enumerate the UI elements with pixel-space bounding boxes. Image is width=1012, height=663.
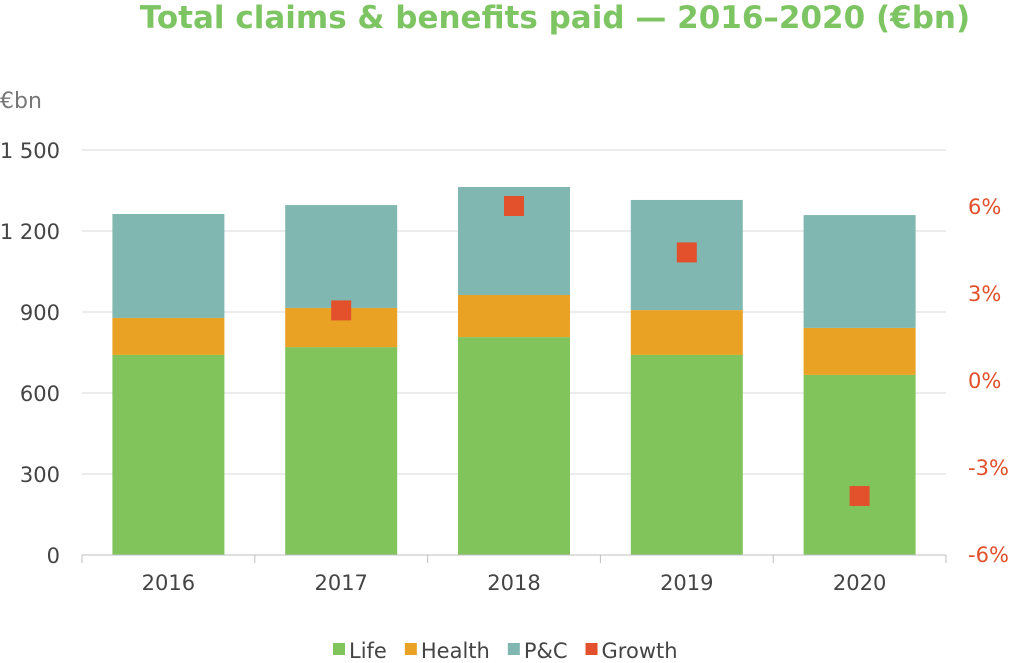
y-tick-label: 600 — [20, 382, 60, 406]
bar-pc-2017 — [285, 205, 398, 308]
growth-marker-2017 — [331, 300, 352, 321]
bar-health-2018 — [458, 294, 570, 338]
y2-tick-label: 6% — [968, 195, 1001, 219]
y2-tick-label: -3% — [968, 456, 1009, 480]
bar-life-2019 — [630, 354, 743, 555]
bar-health-2016 — [112, 317, 225, 355]
legend-swatch-growth — [585, 643, 598, 655]
growth-marker-2020 — [849, 486, 870, 506]
bar-health-2019 — [630, 310, 743, 355]
x-tick-label: 2018 — [487, 571, 540, 595]
legend-label: Health — [421, 639, 490, 659]
y2-tick-label: -6% — [968, 543, 1009, 567]
legend-swatch-pc — [507, 643, 520, 655]
bar-life-2020 — [803, 374, 916, 555]
chart-title: Total claims & benefits paid — 2016–2020… — [140, 0, 970, 36]
y-axis-label: €bn — [0, 89, 42, 114]
y-tick-label: 1 200 — [0, 220, 60, 244]
bar-life-2018 — [458, 337, 570, 555]
bar-health-2020 — [803, 327, 916, 375]
y2-tick-label: 0% — [968, 369, 1001, 393]
bar-life-2016 — [112, 354, 225, 555]
y-tick-label: 0 — [47, 544, 60, 568]
legend-label: P&C — [524, 639, 568, 659]
y-tick-label: 1 500 — [0, 139, 60, 163]
legend-swatch-health — [404, 643, 417, 655]
y-tick-label: 900 — [20, 301, 60, 325]
x-tick-label: 2016 — [142, 571, 195, 595]
legend-label: Life — [349, 639, 387, 659]
bar-life-2017 — [285, 347, 398, 555]
legend-swatch-life — [333, 643, 345, 655]
bar-pc-2020 — [803, 215, 916, 328]
growth-marker-2019 — [676, 242, 697, 263]
x-tick-label: 2019 — [660, 571, 713, 595]
x-tick-label: 2017 — [314, 571, 367, 595]
growth-marker-2018 — [504, 196, 524, 216]
x-tick-label: 2020 — [833, 571, 886, 595]
bar-pc-2016 — [112, 213, 225, 318]
y2-tick-label: 3% — [968, 282, 1001, 306]
legend-label: Growth — [602, 639, 678, 659]
y-tick-label: 300 — [20, 463, 60, 487]
